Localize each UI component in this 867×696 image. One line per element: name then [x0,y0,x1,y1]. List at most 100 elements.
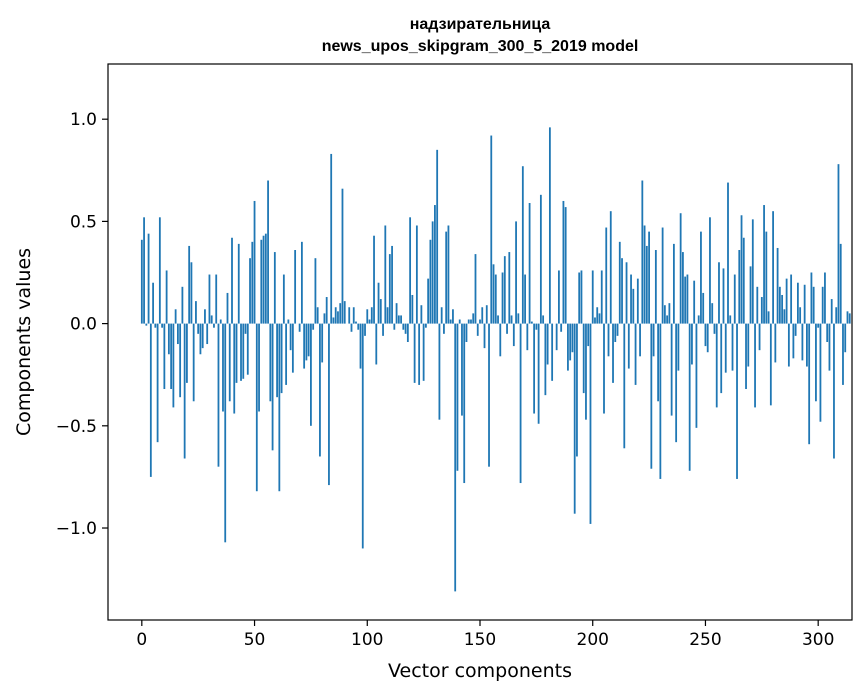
bar [668,303,671,324]
bar [174,309,177,324]
bar [760,297,763,324]
bar [621,258,623,324]
bar [201,323,204,349]
bar [418,323,421,385]
bar [210,315,213,324]
bar [618,241,621,324]
bar [693,280,696,324]
bar [630,274,632,324]
y-tick-label: −1.0 [56,519,97,539]
bar [424,323,427,328]
bar [594,317,596,324]
bar [810,272,813,324]
bar [219,319,222,324]
chart-title-line2: news_upos_skipgram_300_5_2019 model [322,38,639,55]
bar [749,266,752,324]
bar [438,323,441,420]
bar [161,323,164,328]
bar [339,303,342,324]
bar [736,323,738,479]
bar [427,278,430,324]
bar [645,245,648,324]
bar [769,323,772,406]
bar [521,166,524,324]
bar [328,323,330,486]
bar [747,323,750,367]
bar [682,252,684,324]
bar [569,323,572,361]
bar [576,323,578,457]
bar [143,217,145,324]
bar [325,297,328,324]
bar [415,225,418,324]
bar [235,323,238,383]
bar [558,270,560,324]
bar [458,319,461,324]
bar [815,323,817,402]
bar [612,323,614,383]
bar [373,235,375,324]
bar [276,323,278,398]
bar [688,323,691,471]
x-tick-label: 200 [577,630,609,650]
bar [388,254,391,324]
bar [273,252,276,324]
bar [517,313,520,324]
bar [366,309,369,324]
bar [181,286,184,324]
bar [314,258,317,324]
bar [578,272,581,324]
bar [436,149,439,324]
bar [197,323,200,334]
bar [720,323,723,394]
bar [564,207,567,324]
bar [267,180,269,324]
bar [846,311,849,324]
bar [307,323,310,357]
bar [821,286,824,324]
bar [249,258,251,324]
bar [316,307,319,324]
bar [172,323,175,408]
bar [228,323,231,402]
bar [691,323,693,365]
bar [294,250,297,324]
bar [573,323,576,514]
x-axis-ticks: 0 50 100 150 200 250 300 [136,620,834,650]
bar [429,239,432,324]
bar [188,245,191,324]
bar [785,278,788,324]
bar [391,245,393,324]
bar [848,313,851,324]
bar [300,241,303,324]
bar [204,309,206,324]
bar [422,323,425,381]
bar [539,194,542,324]
bar [589,323,592,524]
bar [449,319,452,324]
bar [393,323,396,330]
bar [792,323,795,359]
bar [650,323,653,469]
bar [519,323,522,484]
bar [319,323,321,457]
bar [648,231,650,324]
bar [830,299,833,324]
bar [490,135,493,324]
bar [623,323,626,449]
bar [454,323,457,592]
bar [163,323,166,390]
bar [652,323,655,357]
y-tick-label: 1.0 [70,110,97,130]
bar [625,262,628,324]
bar [587,323,590,347]
bar [758,323,761,351]
bar [237,243,240,324]
bar [616,323,619,336]
bar [382,323,384,336]
bar [233,323,236,414]
bar [310,323,312,426]
bar [833,323,835,459]
bar [167,323,170,355]
bar [704,323,707,347]
